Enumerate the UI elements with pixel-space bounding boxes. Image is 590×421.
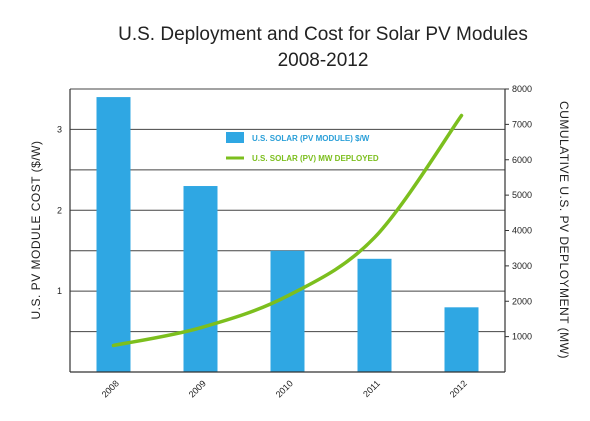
bar-2012 (444, 307, 479, 372)
x-tick-label: 2010 (274, 378, 295, 399)
legend-line-label: U.S. SOLAR (PV) MW DEPLOYED (252, 154, 379, 163)
bar-2008 (96, 97, 131, 372)
left-tick-label: 3 (57, 124, 62, 134)
bar-2009 (183, 186, 218, 372)
x-tick-label: 2008 (100, 378, 121, 399)
right-tick-label: 5000 (512, 190, 532, 200)
x-tick-label: 2009 (187, 378, 208, 399)
right-axis-ticks: 1000 2000 3000 4000 5000 6000 7000 8000 (505, 84, 532, 342)
line-series (111, 113, 464, 348)
left-tick-label: 2 (57, 205, 62, 215)
right-tick-label: 4000 (512, 226, 532, 236)
legend-bar-label: U.S. SOLAR (PV MODULE) $/W (252, 134, 370, 143)
chart-subtitle: 2008-2012 (278, 50, 369, 71)
deployment-line (111, 113, 464, 348)
bar-series (96, 97, 479, 372)
bar-2010 (270, 250, 305, 372)
right-axis-label: CUMULATIVE U.S. PV DEPLOYMENT (MW) (557, 101, 571, 359)
legend-bar-swatch (226, 132, 244, 143)
x-tick-label: 2012 (448, 378, 469, 399)
bar-2011 (357, 258, 392, 372)
right-tick-label: 7000 (512, 119, 532, 129)
x-axis-ticks: 2008 2009 2010 2011 2012 (100, 378, 469, 399)
right-tick-label: 6000 (512, 155, 532, 165)
right-tick-label: 3000 (512, 261, 532, 271)
right-tick-label: 8000 (512, 84, 532, 94)
left-axis-ticks: 1 2 3 (57, 124, 62, 296)
x-tick-label: 2011 (361, 378, 382, 399)
right-tick-label: 1000 (512, 332, 532, 342)
left-axis-label: U.S. PV MODULE COST ($/W) (29, 141, 43, 320)
legend: U.S. SOLAR (PV MODULE) $/W U.S. SOLAR (P… (226, 132, 379, 163)
chart-title: U.S. Deployment and Cost for Solar PV Mo… (118, 24, 528, 45)
right-tick-label: 2000 (512, 296, 532, 306)
left-tick-label: 1 (57, 286, 62, 296)
